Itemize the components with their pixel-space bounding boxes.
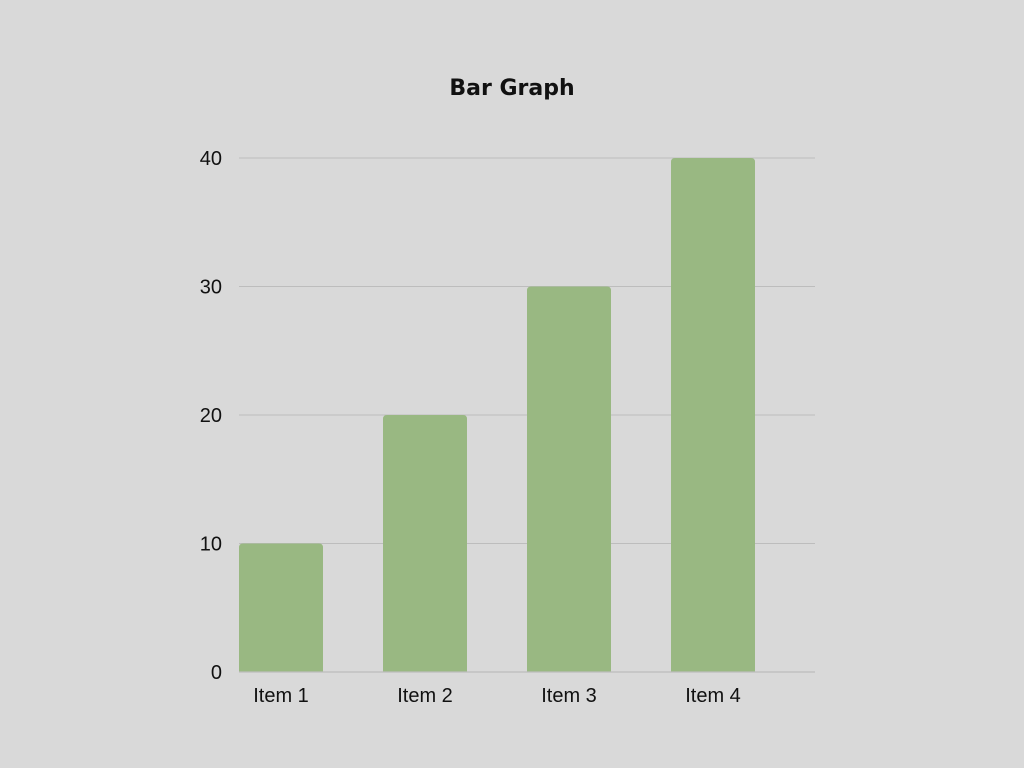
y-tick-label: 20 xyxy=(200,405,222,427)
x-tick-label: Item 1 xyxy=(253,685,309,707)
x-tick-label: Item 2 xyxy=(397,685,453,707)
x-tick-label: Item 3 xyxy=(541,685,597,707)
y-tick-label: 30 xyxy=(200,277,222,299)
y-tick-label: 10 xyxy=(200,534,222,556)
tick-labels: 0 10 20 30 40 Item 1 Item 2 Item 3 Item 4 xyxy=(200,148,741,707)
bar xyxy=(239,543,323,672)
bar xyxy=(527,286,611,672)
y-tick-label: 40 xyxy=(200,148,222,170)
bars xyxy=(239,158,755,672)
y-tick-label: 0 xyxy=(211,662,222,684)
bar xyxy=(671,158,755,672)
chart-title: Bar Graph xyxy=(449,76,575,101)
x-tick-label: Item 4 xyxy=(685,685,741,707)
bar xyxy=(383,415,467,672)
